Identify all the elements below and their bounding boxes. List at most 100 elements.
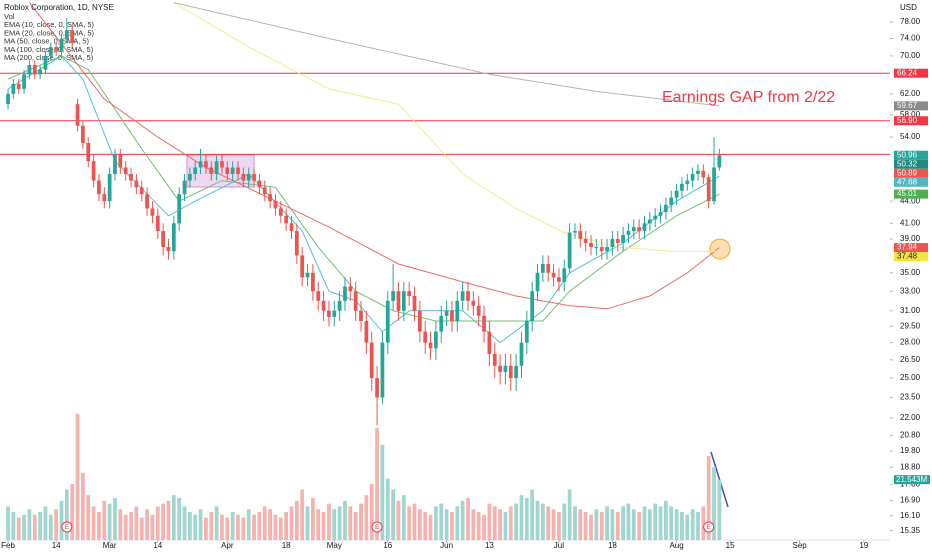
- candle-body: [680, 183, 684, 191]
- volume-bar: [145, 509, 149, 540]
- candle-body: [423, 331, 428, 343]
- volume-bar: [658, 506, 663, 540]
- x-tick-label: Apr: [221, 541, 234, 550]
- volume-bar: [519, 495, 524, 540]
- volume-bar: [70, 484, 75, 540]
- candle-body: [316, 291, 321, 301]
- volume-bar: [246, 509, 251, 540]
- candle-body: [246, 173, 251, 181]
- volume-bar: [209, 512, 214, 540]
- volume-bar: [86, 495, 91, 540]
- volume-bar: [653, 503, 658, 540]
- volume-bar: [316, 509, 321, 540]
- y-tick-label: 62.00: [900, 89, 921, 98]
- candle-body: [38, 69, 42, 75]
- candle-body: [27, 64, 32, 75]
- candle-body: [519, 342, 524, 366]
- volume-bar: [81, 472, 85, 540]
- y-tick-label: 20.80: [900, 431, 921, 440]
- candle-body: [364, 321, 369, 343]
- candle-body: [664, 204, 668, 213]
- candle-body: [188, 173, 192, 181]
- candle-body: [48, 47, 53, 56]
- candle-body: [562, 268, 567, 282]
- earnings-marker: [371, 521, 383, 533]
- candle-body: [492, 353, 497, 366]
- legend-entry: EMA (10, close, 0, SMA, 5): [4, 20, 95, 29]
- volume-bar: [674, 509, 679, 540]
- volume-bar: [551, 509, 556, 540]
- volume-bar: [305, 506, 310, 540]
- volume-bar: [471, 509, 476, 540]
- candle-body: [541, 263, 545, 273]
- volume-bar: [32, 514, 37, 540]
- volume-bar: [396, 500, 401, 540]
- volume-bar: [332, 509, 337, 540]
- volume-bar: [375, 428, 379, 540]
- legend-entry: MA (50, close, 0, SMA, 5): [4, 37, 90, 46]
- volume-bar: [188, 512, 192, 540]
- volume-bar: [642, 506, 647, 540]
- candle-body: [557, 277, 561, 282]
- volume-bar: [236, 514, 240, 540]
- candle-body: [257, 180, 262, 188]
- volume-bar: [364, 495, 369, 540]
- volume-bar: [621, 506, 625, 540]
- candle-body: [177, 194, 182, 224]
- volume-bar: [150, 514, 155, 540]
- volume-label-box: [894, 475, 930, 485]
- candle-body: [59, 38, 64, 52]
- x-tick-label: Mar: [103, 541, 117, 550]
- volume-bar: [155, 506, 160, 540]
- price-label: 66.24: [897, 68, 918, 77]
- volume-bar: [273, 514, 278, 540]
- price-label: 50.89: [897, 168, 918, 177]
- candle-body: [337, 300, 342, 311]
- volume-bar: [284, 512, 289, 540]
- volume-bar: [177, 498, 182, 540]
- candle-body: [599, 247, 604, 252]
- price-label-box: [894, 159, 928, 169]
- candle-body: [118, 155, 123, 168]
- candle-body: [359, 310, 363, 322]
- volume-bar: [166, 500, 171, 540]
- candle-body: [241, 173, 246, 181]
- y-tick-label: 78.00: [900, 17, 921, 26]
- y-tick-label: 33.00: [900, 286, 921, 295]
- candle-body: [567, 232, 572, 269]
- price-label: 59.67: [897, 101, 918, 110]
- volume-bar: [311, 498, 315, 540]
- y-tick-label: 15.35: [900, 526, 921, 535]
- volume-bar: [102, 500, 107, 540]
- y-tick-label: 16.10: [900, 511, 921, 520]
- x-tick-label: 13: [485, 541, 494, 550]
- x-tick-label: 15: [726, 541, 735, 550]
- volume-bar: [417, 509, 422, 540]
- candle-body: [145, 194, 149, 209]
- candle-body: [32, 64, 37, 75]
- earnings-marker: [703, 521, 715, 533]
- volume-bar: [401, 495, 406, 540]
- y-tick-label: 18.80: [900, 462, 921, 471]
- candle-body: [278, 208, 283, 216]
- earnings-label: E: [65, 525, 69, 531]
- candle-body: [64, 30, 69, 39]
- candle-body: [471, 300, 476, 306]
- candle-body: [669, 197, 674, 205]
- price-label-box: [894, 177, 928, 187]
- candle-body: [674, 190, 679, 198]
- candle-body: [685, 180, 690, 184]
- volume-bar: [204, 517, 208, 540]
- volume-bar: [706, 456, 711, 540]
- candle-body: [460, 291, 465, 301]
- volume-bar: [359, 503, 363, 540]
- candle-body: [97, 180, 101, 195]
- candle-body: [412, 295, 417, 311]
- volume-bar: [444, 509, 449, 540]
- candle-body: [22, 74, 26, 89]
- volume-bar: [455, 506, 460, 540]
- candle-body: [706, 177, 711, 202]
- candle-body: [16, 83, 21, 89]
- volume-bar: [573, 506, 577, 540]
